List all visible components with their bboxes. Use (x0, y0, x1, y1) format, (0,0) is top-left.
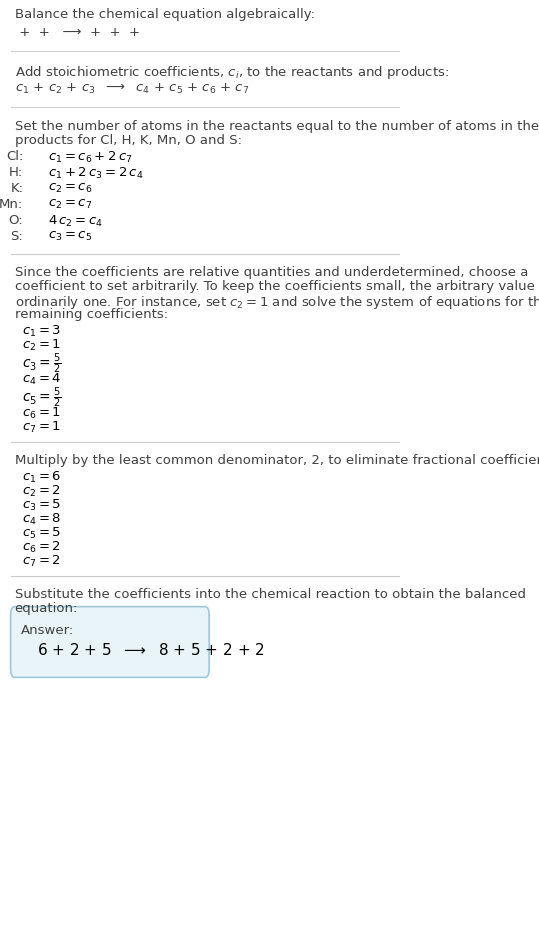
Text: $c_3 = 5$: $c_3 = 5$ (22, 498, 61, 513)
Text: $c_3 = \frac{5}{2}$: $c_3 = \frac{5}{2}$ (22, 352, 61, 376)
Text: K:: K: (10, 182, 23, 195)
Text: $c_2 = c_6$: $c_2 = c_6$ (47, 182, 92, 195)
Text: +  +   ⟶  +  +  +: + + ⟶ + + + (15, 26, 144, 39)
Text: $c_1$ + $c_2$ + $c_3$  $\longrightarrow$  $c_4$ + $c_5$ + $c_6$ + $c_7$: $c_1$ + $c_2$ + $c_3$ $\longrightarrow$ … (15, 82, 249, 96)
Text: Mn:: Mn: (0, 198, 23, 211)
Text: $c_7 = 1$: $c_7 = 1$ (22, 420, 61, 435)
Text: Balance the chemical equation algebraically:: Balance the chemical equation algebraica… (15, 8, 315, 21)
Text: Multiply by the least common denominator, 2, to eliminate fractional coefficient: Multiply by the least common denominator… (15, 454, 539, 467)
Text: remaining coefficients:: remaining coefficients: (15, 308, 168, 321)
Text: Cl:: Cl: (6, 150, 23, 163)
Text: S:: S: (11, 230, 23, 243)
Text: Answer:: Answer: (20, 624, 74, 637)
Text: Since the coefficients are relative quantities and underdetermined, choose a: Since the coefficients are relative quan… (15, 266, 528, 279)
Text: $c_6 = 2$: $c_6 = 2$ (22, 540, 61, 555)
Text: $c_3 = c_5$: $c_3 = c_5$ (47, 230, 92, 243)
Text: $c_5 = \frac{5}{2}$: $c_5 = \frac{5}{2}$ (22, 386, 61, 410)
Text: equation:: equation: (15, 602, 78, 615)
Text: $6$ + $2$ + $5$  $\longrightarrow$  $8$ + $5$ + $2$ + $2$: $6$ + $2$ + $5$ $\longrightarrow$ $8$ + … (37, 642, 265, 658)
Text: H:: H: (9, 166, 23, 179)
Text: $c_2 = 1$: $c_2 = 1$ (22, 338, 61, 353)
Text: Set the number of atoms in the reactants equal to the number of atoms in the: Set the number of atoms in the reactants… (15, 120, 538, 133)
Text: ordinarily one. For instance, set $c_2 = 1$ and solve the system of equations fo: ordinarily one. For instance, set $c_2 =… (15, 294, 539, 311)
Text: $c_2 = c_7$: $c_2 = c_7$ (47, 198, 92, 211)
Text: $c_7 = 2$: $c_7 = 2$ (22, 554, 61, 569)
Text: $c_1 = c_6 + 2\,c_7$: $c_1 = c_6 + 2\,c_7$ (47, 150, 132, 165)
Text: $c_2 = 2$: $c_2 = 2$ (22, 484, 61, 499)
Text: coefficient to set arbitrarily. To keep the coefficients small, the arbitrary va: coefficient to set arbitrarily. To keep … (15, 280, 539, 293)
Text: $4\,c_2 = c_4$: $4\,c_2 = c_4$ (47, 214, 102, 229)
Text: Add stoichiometric coefficients, $c_i$, to the reactants and products:: Add stoichiometric coefficients, $c_i$, … (15, 64, 449, 81)
FancyBboxPatch shape (11, 607, 209, 677)
Text: $c_6 = 1$: $c_6 = 1$ (22, 406, 61, 421)
Text: $c_5 = 5$: $c_5 = 5$ (22, 526, 61, 541)
Text: O:: O: (9, 214, 23, 227)
Text: $c_1 = 3$: $c_1 = 3$ (22, 324, 61, 340)
Text: $c_4 = 4$: $c_4 = 4$ (22, 372, 61, 387)
Text: $c_1 = 6$: $c_1 = 6$ (22, 470, 61, 485)
Text: Substitute the coefficients into the chemical reaction to obtain the balanced: Substitute the coefficients into the che… (15, 588, 526, 601)
Text: $c_4 = 8$: $c_4 = 8$ (22, 512, 61, 527)
Text: $c_1 + 2\,c_3 = 2\,c_4$: $c_1 + 2\,c_3 = 2\,c_4$ (47, 166, 143, 181)
Text: products for Cl, H, K, Mn, O and S:: products for Cl, H, K, Mn, O and S: (15, 134, 241, 147)
